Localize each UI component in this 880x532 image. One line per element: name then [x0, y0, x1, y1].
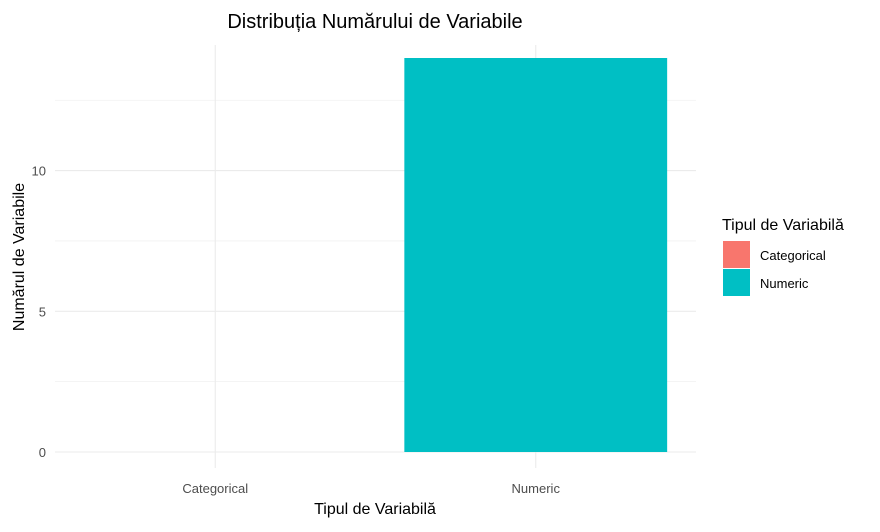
grid	[55, 45, 696, 468]
y-tick-label: 5	[39, 304, 46, 319]
legend-swatch-numeric	[723, 269, 750, 296]
chart-title: Distribuția Numărului de Variabile	[227, 11, 522, 33]
legend-label-categorical: Categorical	[760, 248, 826, 263]
x-tick-label: Numeric	[512, 481, 561, 496]
legend-swatch-categorical	[723, 241, 750, 268]
legend: Tipul de Variabilă Categorical Numeric	[722, 217, 844, 296]
legend-label-numeric: Numeric	[760, 276, 809, 291]
y-axis-title: Numărul de Variabile	[11, 183, 28, 331]
y-axis-ticks: 0 5 10	[32, 164, 46, 460]
bars	[404, 58, 668, 452]
bar-numeric	[404, 58, 668, 452]
x-tick-label: Categorical	[182, 481, 248, 496]
legend-items: Categorical Numeric	[723, 241, 826, 296]
x-axis-ticks: Categorical Numeric	[182, 481, 560, 496]
y-tick-label: 10	[32, 164, 46, 179]
legend-title: Tipul de Variabilă	[722, 217, 844, 234]
x-axis-title: Tipul de Variabilă	[314, 501, 436, 518]
y-tick-label: 0	[39, 445, 46, 460]
